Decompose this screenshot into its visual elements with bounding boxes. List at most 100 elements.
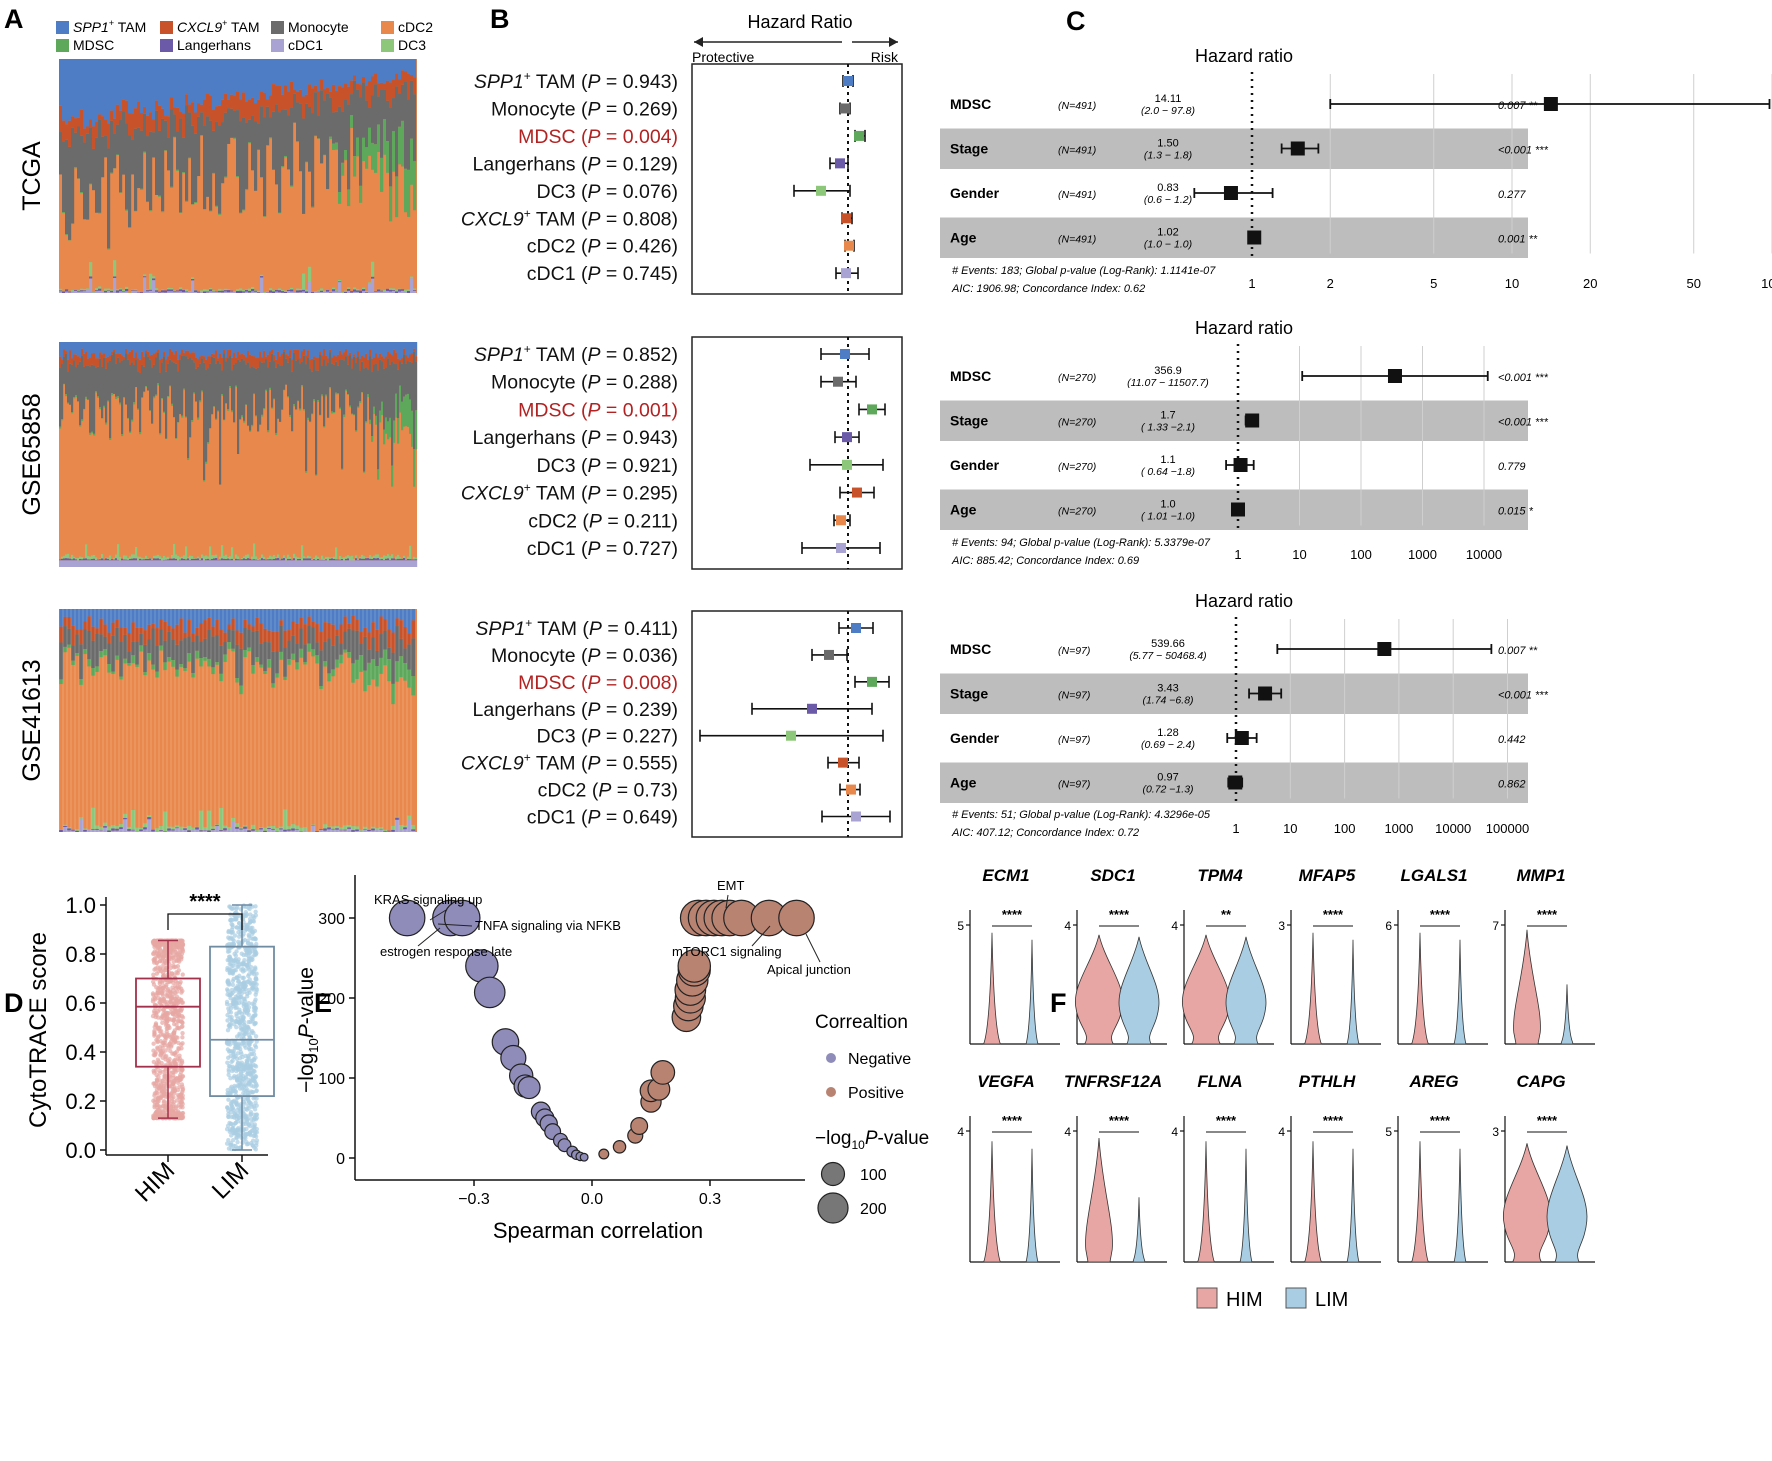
composition-bar-segment [371, 76, 375, 96]
composition-bar-segment [407, 361, 410, 394]
composition-bar-segment [206, 116, 210, 197]
composition-bar-segment [161, 560, 164, 567]
composition-bar-segment [333, 364, 336, 413]
composition-bar-segment [236, 289, 240, 291]
composition-bar-segment [273, 398, 276, 400]
composition-bar-segment [170, 289, 174, 292]
composition-bar-segment [233, 95, 237, 111]
composition-bar-segment [347, 394, 350, 395]
composition-bar-segment [113, 560, 116, 567]
composition-bar-segment [325, 559, 328, 561]
violin-lim [1132, 1197, 1146, 1263]
y-tick-label: 0.4 [65, 1040, 96, 1065]
composition-bar-segment [343, 825, 348, 830]
composition-bar-segment [173, 290, 177, 291]
composition-bar-segment [371, 828, 376, 831]
composition-bar-segment [319, 355, 322, 415]
hr-point [852, 487, 862, 498]
ci-label: (1.0 − 1.0) [1144, 239, 1192, 251]
composition-bar-segment [95, 609, 100, 629]
score-point [253, 1034, 259, 1039]
composition-bar-segment [167, 291, 171, 293]
composition-bar-segment [233, 342, 236, 353]
significance-stars: **** [1002, 907, 1023, 922]
hr-point [843, 76, 853, 86]
composition-bar-segment [297, 560, 300, 567]
composition-bar-segment [122, 291, 126, 292]
composition-bar-segment [321, 342, 324, 356]
composition-bar-segment [97, 358, 100, 367]
composition-bar-segment [155, 352, 158, 358]
composition-bar-segment [155, 628, 160, 646]
composition-bar-segment [371, 637, 376, 660]
composition-bar-segment [404, 59, 408, 72]
composition-bar-segment [195, 560, 198, 567]
composition-bar-segment [75, 354, 78, 368]
composition-bar-segment [241, 415, 244, 418]
composition-bar-segment [113, 349, 116, 353]
score-point [234, 949, 239, 954]
composition-bar-segment [171, 342, 174, 352]
composition-bar-segment [139, 373, 142, 433]
composition-bar-segment [377, 96, 381, 125]
score-point [227, 948, 232, 954]
composition-bar-segment [207, 810, 212, 831]
score-point [162, 968, 168, 973]
composition-bar-segment [177, 359, 180, 372]
composition-bar-segment [61, 556, 64, 559]
composition-bar-segment [147, 624, 152, 640]
iqr-box [135, 977, 201, 1068]
composition-bar-segment [107, 342, 110, 357]
composition-bar-segment [155, 291, 159, 293]
composition-bar-segment [127, 829, 132, 831]
composition-bar-segment [369, 342, 372, 350]
score-point [232, 1046, 237, 1051]
composition-bar-segment [74, 290, 78, 291]
composition-bar-segment [269, 342, 272, 352]
score-point [246, 922, 251, 927]
score-point [246, 1057, 251, 1062]
composition-bar-segment [131, 560, 134, 567]
composition-bar-segment [221, 292, 225, 293]
composition-bar-segment [80, 288, 84, 291]
composition-bar-segment [314, 59, 318, 86]
composition-bar-segment [381, 342, 384, 357]
composition-bar-segment [265, 559, 268, 561]
composition-bar-segment [71, 830, 76, 832]
composition-bar-segment [83, 558, 86, 561]
composition-bar-segment [345, 349, 348, 357]
composition-bar-segment [134, 290, 138, 293]
legend-label-negative: Negative [848, 1051, 911, 1068]
composition-bar-segment [163, 811, 168, 832]
composition-bar-segment [213, 357, 216, 407]
score-point [229, 1099, 235, 1105]
composition-bar-segment [115, 826, 120, 829]
hr-square [1377, 642, 1392, 656]
composition-bar-segment [365, 557, 368, 559]
composition-bar-segment [185, 59, 189, 95]
score-point [177, 1056, 182, 1061]
composition-bar-segment [233, 291, 237, 293]
composition-bar-segment [331, 828, 336, 830]
composition-bar-segment [277, 342, 280, 352]
composition-bar-segment [387, 351, 390, 359]
composition-bar-segment [140, 292, 144, 293]
score-point [243, 910, 249, 915]
axis-tick-label: 10 [1505, 276, 1519, 291]
composition-bar-segment [111, 351, 114, 355]
composition-bar-segment [305, 103, 309, 162]
composition-bar-segment [203, 830, 208, 832]
composition-bar-segment [74, 59, 78, 119]
composition-bar-segment [199, 356, 202, 364]
composition-bar-segment [86, 59, 90, 127]
gene-title: AREG [1408, 1072, 1458, 1091]
composition-bar-segment [127, 633, 132, 652]
composition-bar-segment [347, 189, 351, 207]
composition-bar-segment [344, 150, 348, 161]
composition-bar-segment [135, 359, 138, 388]
composition-bar-segment [355, 829, 360, 832]
composition-bar-segment [311, 621, 316, 628]
composition-bar-segment [235, 357, 238, 364]
